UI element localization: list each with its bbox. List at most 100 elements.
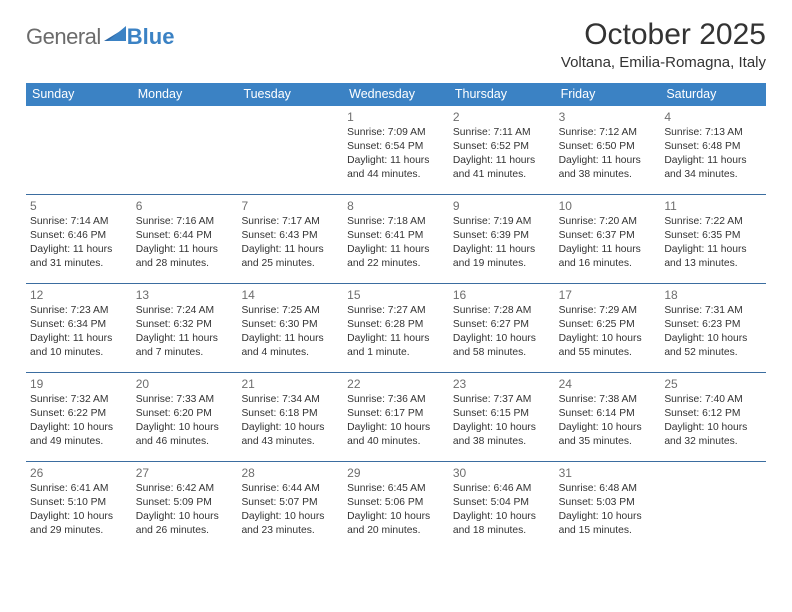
- calendar-day: 21Sunrise: 7:34 AMSunset: 6:18 PMDayligh…: [237, 373, 343, 461]
- logo-text-blue: Blue: [127, 24, 175, 50]
- sunrise-line: Sunrise: 7:14 AM: [30, 215, 128, 229]
- daylight-line: Daylight: 10 hours and 49 minutes.: [30, 421, 128, 449]
- day-number: 15: [347, 287, 445, 303]
- calendar-week: 1Sunrise: 7:09 AMSunset: 6:54 PMDaylight…: [26, 106, 766, 195]
- weekday-header: Monday: [132, 83, 238, 106]
- day-number: 2: [453, 109, 551, 125]
- daylight-line: Daylight: 11 hours and 4 minutes.: [241, 332, 339, 360]
- daylight-line: Daylight: 10 hours and 58 minutes.: [453, 332, 551, 360]
- calendar-day: 3Sunrise: 7:12 AMSunset: 6:50 PMDaylight…: [555, 106, 661, 194]
- sunrise-line: Sunrise: 7:09 AM: [347, 126, 445, 140]
- sunset-line: Sunset: 5:07 PM: [241, 496, 339, 510]
- sunset-line: Sunset: 6:41 PM: [347, 229, 445, 243]
- sunrise-line: Sunrise: 6:46 AM: [453, 482, 551, 496]
- sunset-line: Sunset: 6:50 PM: [559, 140, 657, 154]
- daylight-line: Daylight: 10 hours and 46 minutes.: [136, 421, 234, 449]
- daylight-line: Daylight: 11 hours and 7 minutes.: [136, 332, 234, 360]
- weekday-header-row: Sunday Monday Tuesday Wednesday Thursday…: [26, 83, 766, 106]
- sunset-line: Sunset: 5:03 PM: [559, 496, 657, 510]
- sunrise-line: Sunrise: 7:36 AM: [347, 393, 445, 407]
- calendar-day: 31Sunrise: 6:48 AMSunset: 5:03 PMDayligh…: [555, 462, 661, 550]
- sunset-line: Sunset: 6:37 PM: [559, 229, 657, 243]
- calendar-day: 20Sunrise: 7:33 AMSunset: 6:20 PMDayligh…: [132, 373, 238, 461]
- day-number: 30: [453, 465, 551, 481]
- daylight-line: Daylight: 11 hours and 19 minutes.: [453, 243, 551, 271]
- weekday-header: Wednesday: [343, 83, 449, 106]
- calendar-day: [132, 106, 238, 194]
- sunset-line: Sunset: 6:12 PM: [664, 407, 762, 421]
- calendar-day: 4Sunrise: 7:13 AMSunset: 6:48 PMDaylight…: [660, 106, 766, 194]
- sunrise-line: Sunrise: 7:25 AM: [241, 304, 339, 318]
- calendar-day: 27Sunrise: 6:42 AMSunset: 5:09 PMDayligh…: [132, 462, 238, 550]
- day-number: 28: [241, 465, 339, 481]
- sunrise-line: Sunrise: 6:42 AM: [136, 482, 234, 496]
- title-block: October 2025 Voltana, Emilia-Romagna, It…: [561, 18, 766, 79]
- calendar: Sunday Monday Tuesday Wednesday Thursday…: [26, 83, 766, 550]
- sunrise-line: Sunrise: 6:48 AM: [559, 482, 657, 496]
- sunset-line: Sunset: 6:52 PM: [453, 140, 551, 154]
- calendar-week: 5Sunrise: 7:14 AMSunset: 6:46 PMDaylight…: [26, 195, 766, 284]
- sunrise-line: Sunrise: 7:29 AM: [559, 304, 657, 318]
- calendar-day: 7Sunrise: 7:17 AMSunset: 6:43 PMDaylight…: [237, 195, 343, 283]
- sunset-line: Sunset: 6:48 PM: [664, 140, 762, 154]
- sunrise-line: Sunrise: 7:12 AM: [559, 126, 657, 140]
- sunset-line: Sunset: 6:30 PM: [241, 318, 339, 332]
- sunset-line: Sunset: 5:04 PM: [453, 496, 551, 510]
- sunset-line: Sunset: 5:09 PM: [136, 496, 234, 510]
- calendar-day: [26, 106, 132, 194]
- daylight-line: Daylight: 11 hours and 28 minutes.: [136, 243, 234, 271]
- sunrise-line: Sunrise: 7:22 AM: [664, 215, 762, 229]
- sunset-line: Sunset: 6:35 PM: [664, 229, 762, 243]
- daylight-line: Daylight: 10 hours and 23 minutes.: [241, 510, 339, 538]
- weeks-container: 1Sunrise: 7:09 AMSunset: 6:54 PMDaylight…: [26, 106, 766, 550]
- sunset-line: Sunset: 6:14 PM: [559, 407, 657, 421]
- daylight-line: Daylight: 11 hours and 16 minutes.: [559, 243, 657, 271]
- day-number: 29: [347, 465, 445, 481]
- calendar-day: 14Sunrise: 7:25 AMSunset: 6:30 PMDayligh…: [237, 284, 343, 372]
- weekday-header: Tuesday: [237, 83, 343, 106]
- day-number: 25: [664, 376, 762, 392]
- page-header: GeneralBlue October 2025 Voltana, Emilia…: [26, 18, 766, 79]
- weekday-header: Saturday: [660, 83, 766, 106]
- daylight-line: Daylight: 11 hours and 10 minutes.: [30, 332, 128, 360]
- day-number: 20: [136, 376, 234, 392]
- daylight-line: Daylight: 11 hours and 25 minutes.: [241, 243, 339, 271]
- sunset-line: Sunset: 6:28 PM: [347, 318, 445, 332]
- day-number: 6: [136, 198, 234, 214]
- calendar-day: 1Sunrise: 7:09 AMSunset: 6:54 PMDaylight…: [343, 106, 449, 194]
- sunset-line: Sunset: 6:25 PM: [559, 318, 657, 332]
- sunrise-line: Sunrise: 7:27 AM: [347, 304, 445, 318]
- calendar-week: 26Sunrise: 6:41 AMSunset: 5:10 PMDayligh…: [26, 462, 766, 550]
- day-number: 7: [241, 198, 339, 214]
- calendar-day: 12Sunrise: 7:23 AMSunset: 6:34 PMDayligh…: [26, 284, 132, 372]
- calendar-day: 6Sunrise: 7:16 AMSunset: 6:44 PMDaylight…: [132, 195, 238, 283]
- sunrise-line: Sunrise: 7:20 AM: [559, 215, 657, 229]
- day-number: 17: [559, 287, 657, 303]
- daylight-line: Daylight: 10 hours and 52 minutes.: [664, 332, 762, 360]
- day-number: 23: [453, 376, 551, 392]
- sunrise-line: Sunrise: 7:17 AM: [241, 215, 339, 229]
- weekday-header: Sunday: [26, 83, 132, 106]
- day-number: 14: [241, 287, 339, 303]
- sunset-line: Sunset: 6:20 PM: [136, 407, 234, 421]
- calendar-day: 24Sunrise: 7:38 AMSunset: 6:14 PMDayligh…: [555, 373, 661, 461]
- daylight-line: Daylight: 10 hours and 43 minutes.: [241, 421, 339, 449]
- daylight-line: Daylight: 11 hours and 34 minutes.: [664, 154, 762, 182]
- calendar-day: 2Sunrise: 7:11 AMSunset: 6:52 PMDaylight…: [449, 106, 555, 194]
- calendar-day: [660, 462, 766, 550]
- calendar-day: 29Sunrise: 6:45 AMSunset: 5:06 PMDayligh…: [343, 462, 449, 550]
- daylight-line: Daylight: 10 hours and 15 minutes.: [559, 510, 657, 538]
- sunset-line: Sunset: 6:22 PM: [30, 407, 128, 421]
- sunrise-line: Sunrise: 7:32 AM: [30, 393, 128, 407]
- daylight-line: Daylight: 11 hours and 1 minute.: [347, 332, 445, 360]
- sunset-line: Sunset: 6:34 PM: [30, 318, 128, 332]
- calendar-day: 11Sunrise: 7:22 AMSunset: 6:35 PMDayligh…: [660, 195, 766, 283]
- day-number: 31: [559, 465, 657, 481]
- sunset-line: Sunset: 6:27 PM: [453, 318, 551, 332]
- day-number: 9: [453, 198, 551, 214]
- day-number: 22: [347, 376, 445, 392]
- daylight-line: Daylight: 10 hours and 18 minutes.: [453, 510, 551, 538]
- calendar-day: 15Sunrise: 7:27 AMSunset: 6:28 PMDayligh…: [343, 284, 449, 372]
- day-number: 1: [347, 109, 445, 125]
- calendar-day: 17Sunrise: 7:29 AMSunset: 6:25 PMDayligh…: [555, 284, 661, 372]
